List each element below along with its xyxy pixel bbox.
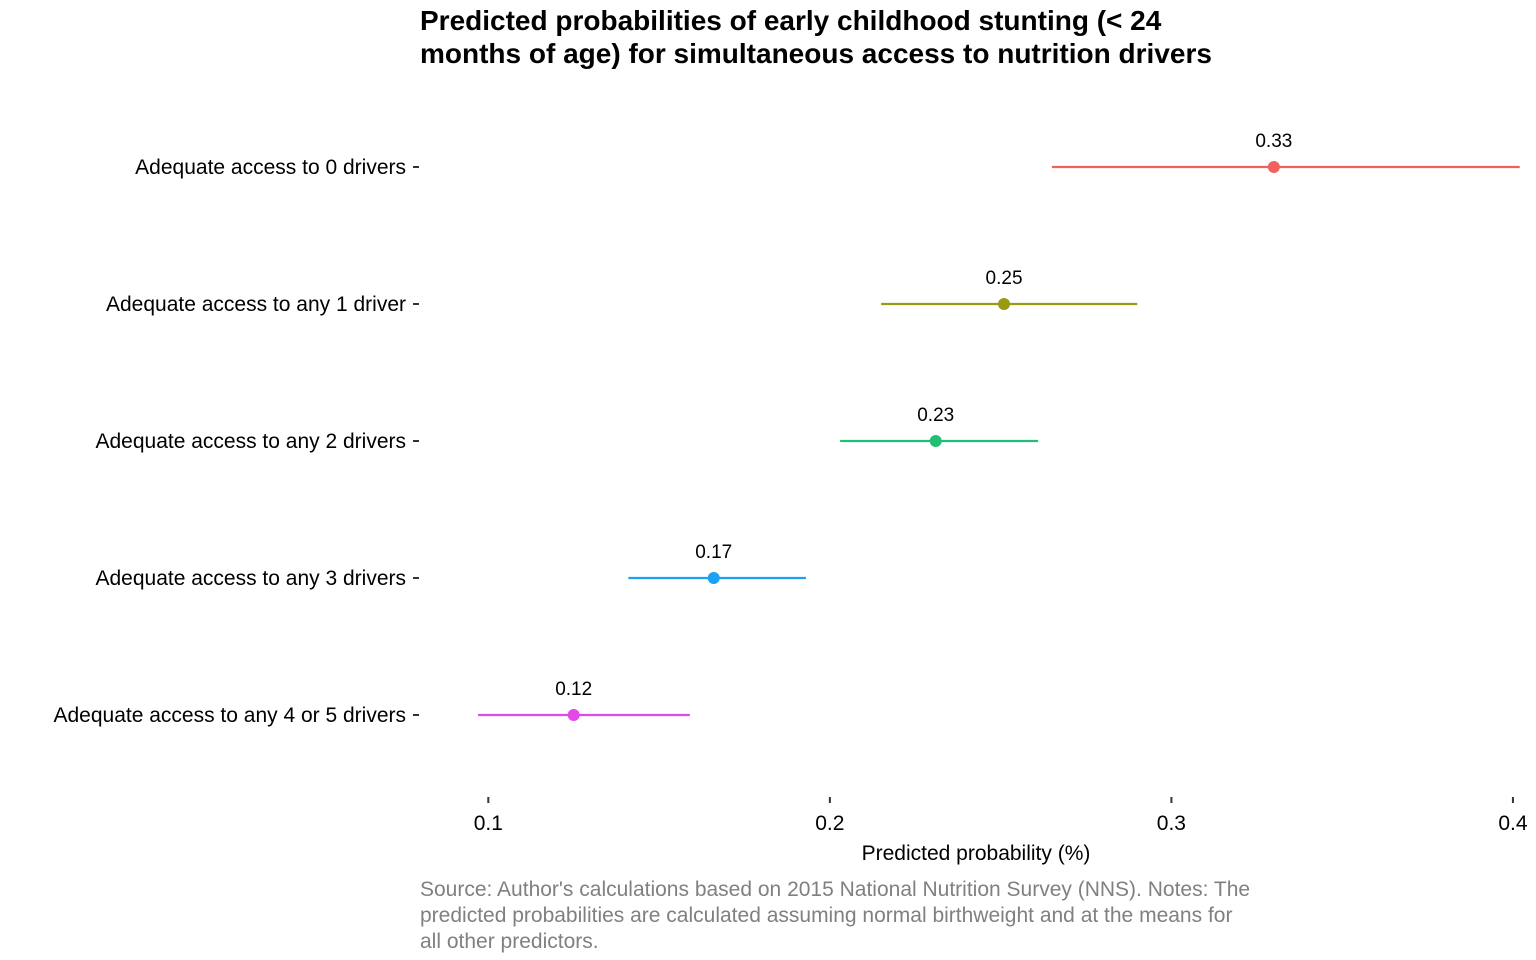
caption-line-3: all other predictors. (420, 930, 599, 953)
y-axis: Adequate access to 0 drivers Adequate acc… (53, 156, 419, 727)
y-tick-label: Adequate access to any 1 driver (106, 293, 406, 316)
chart-title: Predicted probabilities of early childho… (420, 4, 1420, 70)
data-label: 0.25 (986, 268, 1023, 289)
chart-title-line-1: Predicted probabilities of early childho… (420, 5, 1162, 36)
x-tick-label: 0.2 (815, 812, 844, 835)
data-point (567, 709, 580, 721)
y-tick-label: Adequate access to 0 drivers (135, 156, 406, 179)
data-point (707, 572, 720, 584)
x-tick-label: 0.3 (1157, 812, 1186, 835)
y-tick-label: Adequate access to any 4 or 5 drivers (53, 704, 406, 727)
data-point (929, 435, 942, 447)
data-label: 0.33 (1255, 131, 1292, 152)
chart-title-line-2: months of age) for simultaneous access t… (420, 38, 1212, 69)
data-label: 0.12 (555, 679, 592, 700)
plot-marks: 0.33 0.25 0.23 0.17 0.12 (478, 131, 1520, 721)
y-tick-label: Adequate access to any 2 drivers (95, 430, 406, 453)
x-axis-label: Predicted probability (%) (862, 842, 1091, 865)
data-label: 0.23 (917, 405, 954, 426)
data-label: 0.17 (695, 542, 732, 563)
caption-line-1: Source: Author's calculations based on 2… (420, 878, 1251, 901)
x-axis: 0.1 0.2 0.3 0.4 (474, 797, 1528, 835)
y-tick-label: Adequate access to any 3 drivers (95, 567, 406, 590)
data-point (998, 298, 1011, 310)
caption-line-2: predicted probabilities are calculated a… (420, 904, 1233, 927)
x-tick-label: 0.4 (1498, 812, 1528, 835)
data-point (1267, 161, 1280, 173)
chart-caption: Source: Author's calculations based on 2… (420, 877, 1420, 955)
x-tick-label: 0.1 (474, 812, 503, 835)
